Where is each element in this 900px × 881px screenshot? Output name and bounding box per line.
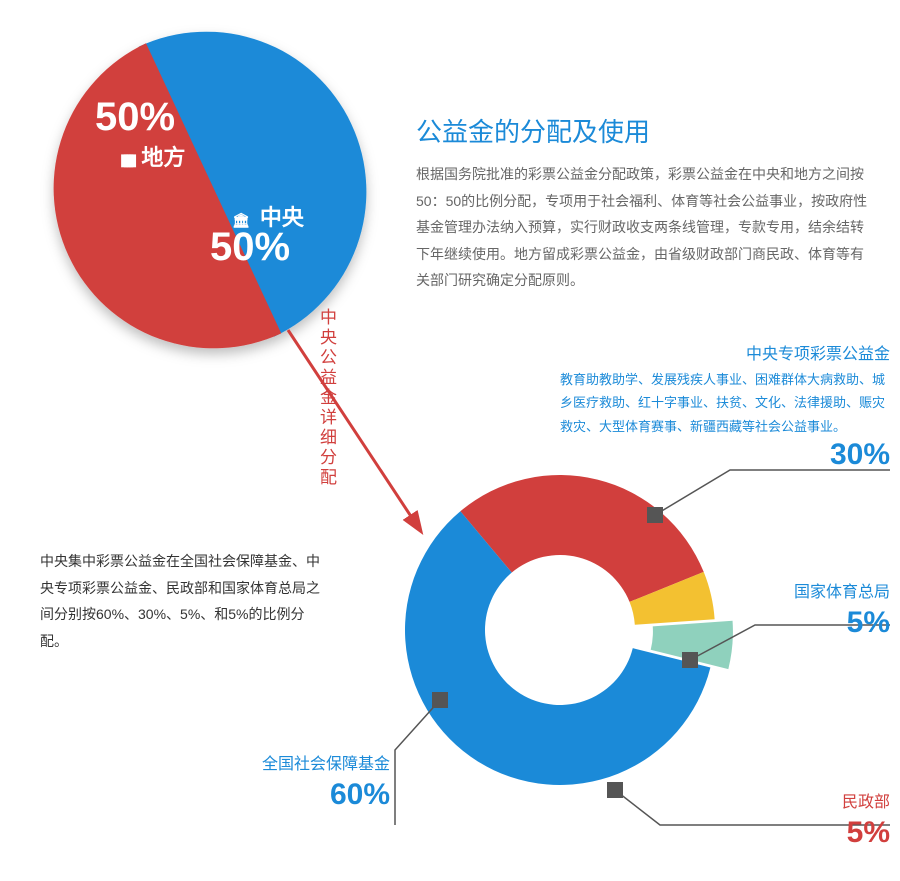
pie-5050 [20, 0, 400, 380]
leader-special [655, 470, 890, 515]
leader-marker-ssf [432, 692, 448, 708]
side-note: 中央集中彩票公益金在全国社会保障基金、中央专项彩票公益金、民政部和国家体育总局之… [40, 548, 330, 654]
donut-slice-ssf [405, 511, 710, 785]
pie1-local-pct: 50% [95, 95, 175, 140]
pie1-local-label: ▮▮▮▮ 地方 [120, 140, 185, 172]
leader-ssf [395, 700, 440, 825]
callout-special-title: 中央专项彩票公益金 [560, 340, 890, 364]
callout-sport: 国家体育总局 5% [770, 578, 890, 640]
local-icon: ▮▮▮▮ [120, 152, 131, 169]
donut-slice-civil [651, 621, 733, 669]
callout-civil-pct: 5% [780, 816, 890, 850]
connector-label: 中央公益金详细分配 [314, 308, 339, 488]
donut-slice-sport [630, 572, 715, 625]
page-title: 公益金的分配及使用 [416, 112, 876, 149]
callout-ssf: 全国社会保障基金 60% [215, 750, 390, 812]
callout-sport-pct: 5% [770, 606, 890, 640]
callout-special-detail: 教育助教助学、发展残疾人事业、困难群体大病救助、城乡医疗救助、红十字事业、扶贫、… [560, 368, 890, 438]
callout-civil: 民政部 5% [780, 788, 890, 850]
pie1-central-pct: 50% [210, 225, 290, 270]
callout-civil-title: 民政部 [780, 788, 890, 812]
callout-special: 中央专项彩票公益金 教育助教助学、发展残疾人事业、困难群体大病救助、城乡医疗救助… [560, 340, 890, 472]
callout-ssf-title: 全国社会保障基金 [215, 750, 390, 774]
callout-sport-title: 国家体育总局 [770, 578, 890, 602]
intro-text: 根据国务院批准的彩票公益金分配政策，彩票公益金在中央和地方之间按50：50的比例… [416, 161, 876, 294]
leader-marker-special [647, 507, 663, 523]
callout-special-pct: 30% [560, 438, 890, 472]
leader-marker-civil [607, 782, 623, 798]
donut-slice-special [460, 475, 703, 602]
callout-ssf-pct: 60% [215, 778, 390, 812]
leader-marker-sport [682, 652, 698, 668]
